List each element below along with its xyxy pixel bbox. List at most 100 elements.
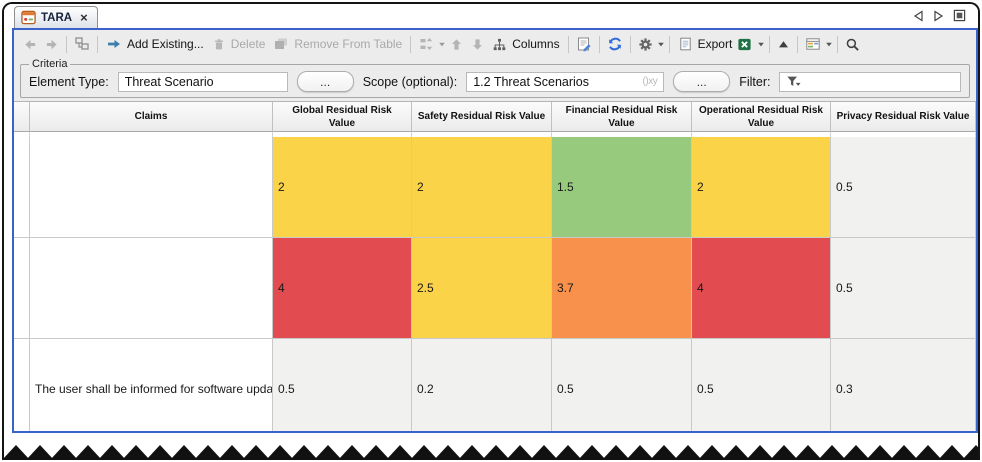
browse-label: ...	[696, 74, 707, 89]
value-cell[interactable]: 2	[692, 137, 831, 238]
prev-tab-icon[interactable]	[913, 9, 924, 22]
search-button[interactable]	[842, 36, 863, 53]
forward-button[interactable]	[41, 36, 62, 53]
filter-label: Filter:	[739, 74, 771, 89]
table-header: Claims Global Residual Risk Value Safety…	[14, 102, 976, 132]
toolbar-separator	[598, 35, 600, 53]
row-gutter-cell[interactable]	[14, 238, 30, 339]
value-cell[interactable]: 2	[412, 137, 552, 238]
toolbar-separator	[410, 35, 412, 53]
row-gutter-cell[interactable]	[14, 137, 30, 238]
value-cell[interactable]: 0.5	[692, 339, 831, 431]
table-row: 2 2 1.5 2 0.5	[14, 137, 976, 238]
claims-cell[interactable]	[30, 238, 273, 339]
export-label: Export	[697, 37, 733, 51]
next-tab-icon[interactable]	[933, 9, 944, 22]
chevron-down-icon	[758, 42, 765, 47]
reorder-menu-caret[interactable]	[438, 40, 446, 48]
tab-bar: TARA ×	[4, 4, 978, 28]
reorder-button[interactable]	[415, 35, 437, 53]
claims-cell[interactable]: The user shall be informed for software …	[30, 339, 273, 431]
refresh-icon	[608, 37, 621, 51]
export-menu-caret[interactable]	[757, 40, 765, 48]
settings-button[interactable]	[635, 36, 656, 53]
view-mode-caret[interactable]	[825, 40, 833, 48]
filter-field[interactable]	[779, 71, 961, 92]
chevron-down-icon	[439, 42, 446, 47]
chevron-down-icon	[826, 42, 833, 47]
reorder-icon	[420, 38, 433, 50]
table-row: The user shall be informed for software …	[14, 339, 976, 431]
scope-browse-button[interactable]: ...	[673, 71, 731, 92]
value-cell[interactable]: 0.5	[831, 238, 976, 339]
element-type-field[interactable]: Threat Scenario	[117, 71, 288, 92]
value-cell[interactable]: 3.7	[552, 238, 692, 339]
settings-menu-caret[interactable]	[657, 40, 665, 48]
value-cell[interactable]: 0.5	[552, 339, 692, 431]
hierarchy-icon	[75, 37, 89, 50]
view-mode-button[interactable]	[802, 35, 824, 53]
value-cell[interactable]: 2.5	[412, 238, 552, 339]
value-cell[interactable]: 0.3	[831, 339, 976, 431]
scope-field[interactable]: 1.2 Threat Scenarios ()xy	[466, 71, 665, 92]
toolbar-separator	[769, 35, 771, 53]
move-up-button[interactable]	[446, 36, 467, 53]
delete-label: Delete	[230, 37, 266, 51]
collapse-up-icon	[779, 40, 789, 47]
remove-from-table-button[interactable]: Remove From Table	[269, 35, 406, 53]
column-header-privacy[interactable]: Privacy Residual Risk Value	[831, 102, 976, 132]
row-gutter-cell[interactable]	[14, 339, 30, 431]
move-down-button[interactable]	[467, 36, 488, 53]
excel-icon	[738, 38, 751, 50]
toolbar-separator	[668, 35, 670, 53]
scope-expression-hint: ()xy	[642, 76, 658, 87]
show-in-structure-button[interactable]	[71, 35, 93, 53]
refresh-button[interactable]	[604, 35, 626, 53]
table-row: 4 2.5 3.7 4 0.5	[14, 238, 976, 339]
toolbar: Add Existing... Delete Remove From Table	[14, 30, 976, 58]
criteria-group: Criteria Element Type: Threat Scenario .…	[20, 58, 970, 98]
column-header-financial[interactable]: Financial Residual Risk Value	[552, 102, 692, 132]
column-header-safety[interactable]: Safety Residual Risk Value	[412, 102, 552, 132]
tab-list-icon[interactable]	[953, 9, 966, 22]
chevron-down-icon	[657, 42, 664, 47]
value-cell[interactable]: 4	[692, 238, 831, 339]
collapse-criteria-button[interactable]	[774, 37, 793, 52]
toolbar-separator	[629, 35, 631, 53]
column-header-global[interactable]: Global Residual Risk Value	[273, 102, 412, 132]
value-cell[interactable]: 2	[273, 137, 412, 238]
tab-close-icon[interactable]: ×	[80, 10, 88, 25]
value-cell[interactable]: 0.2	[412, 339, 552, 431]
tab-tara[interactable]: TARA ×	[14, 6, 98, 28]
value-cell[interactable]: 0.5	[273, 339, 412, 431]
columns-label: Columns	[512, 37, 560, 51]
delete-button[interactable]: Delete	[208, 36, 270, 53]
add-existing-label: Add Existing...	[127, 37, 204, 51]
export-button[interactable]: Export	[674, 35, 757, 53]
column-header-claims[interactable]: Claims	[30, 102, 273, 132]
toolbar-separator	[97, 35, 98, 53]
value-cell[interactable]: 1.5	[552, 137, 692, 238]
value-cell[interactable]: 4	[273, 238, 412, 339]
edit-form-button[interactable]	[573, 35, 595, 53]
columns-button[interactable]: Columns	[488, 36, 563, 53]
toolbar-separator	[797, 35, 799, 53]
columns-icon	[493, 38, 506, 50]
table-view-icon	[806, 38, 820, 50]
scope-value: 1.2 Threat Scenarios	[473, 74, 590, 89]
claims-cell[interactable]	[30, 137, 273, 238]
down-arrow-icon	[473, 38, 483, 50]
column-header-operational[interactable]: Operational Residual Risk Value	[692, 102, 831, 132]
back-button[interactable]	[20, 36, 41, 53]
tara-app-icon	[21, 10, 36, 25]
value-cell[interactable]: 0.5	[831, 137, 976, 238]
header-spacer-row	[14, 132, 976, 137]
forward-arrow-icon	[46, 39, 57, 49]
trash-icon	[214, 38, 223, 49]
filter-funnel-icon[interactable]	[786, 75, 802, 88]
element-type-browse-button[interactable]: ...	[296, 71, 354, 92]
add-existing-button[interactable]: Add Existing...	[102, 35, 208, 53]
toolbar-separator	[837, 35, 839, 53]
risk-table: Claims Global Residual Risk Value Safety…	[14, 101, 976, 431]
